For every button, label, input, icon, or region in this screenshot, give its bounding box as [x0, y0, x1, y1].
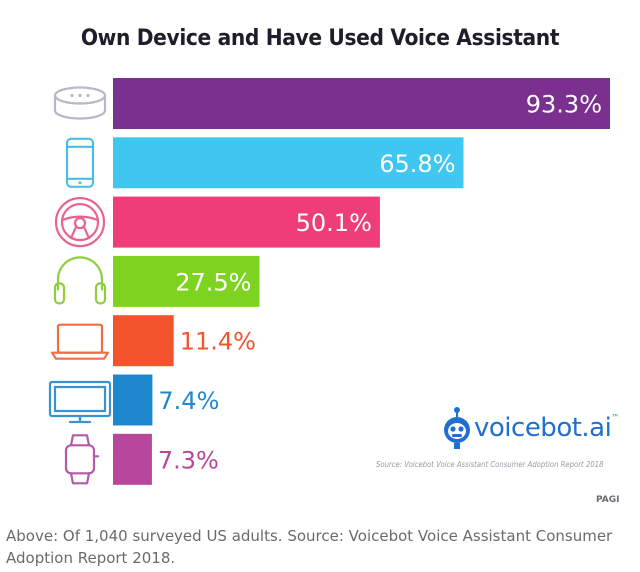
brand-watermark: PAGI	[596, 495, 620, 505]
chart-title: Own Device and Have Used Voice Assistant	[80, 26, 560, 51]
bar-label-smartwatch: 7.3%	[158, 446, 219, 474]
logo-tm: ™	[611, 413, 619, 422]
voicebot-logo: voicebot.ai™	[474, 413, 619, 443]
chart-source: Source: Voicebot Voice Assistant Consume…	[376, 460, 604, 469]
smartwatch-icon	[64, 434, 100, 485]
bar-label-car: 50.1%	[296, 209, 372, 237]
car-icon	[54, 197, 106, 248]
bar-label-headphones: 27.5%	[175, 268, 251, 296]
bar-car	[113, 196, 380, 248]
bar-smartphone	[113, 137, 464, 189]
bar-smartwatch	[113, 433, 152, 485]
voicebot-logo-icon	[444, 407, 470, 449]
bar-headphones	[113, 255, 260, 307]
smartphone-icon	[65, 137, 95, 188]
tv-icon	[48, 380, 112, 424]
bar-computer	[113, 315, 174, 367]
logo-suffix: .ai	[581, 413, 612, 443]
bar-label-smartphone: 65.8%	[379, 150, 455, 178]
bar-tv	[113, 374, 153, 426]
bar-label-computer: 11.4%	[180, 328, 256, 356]
bar-chart: 93.3% 65.8% 50.1% 27.5% 11.4% 7.4% 7.3%	[48, 78, 610, 485]
computer-icon	[50, 323, 110, 360]
logo-name: voicebot	[474, 413, 582, 443]
bar-label-tv: 7.4%	[158, 387, 219, 415]
bar-smart-speaker	[113, 78, 610, 129]
smart-speaker-icon	[53, 86, 107, 120]
headphones-icon	[53, 256, 107, 305]
bar-label-smart-speaker: 93.3%	[526, 91, 602, 119]
chart-figure: Own Device and Have Used Voice Assistant…	[48, 26, 620, 505]
image-caption: Above: Of 1,040 surveyed US adults. Sour…	[6, 527, 613, 567]
